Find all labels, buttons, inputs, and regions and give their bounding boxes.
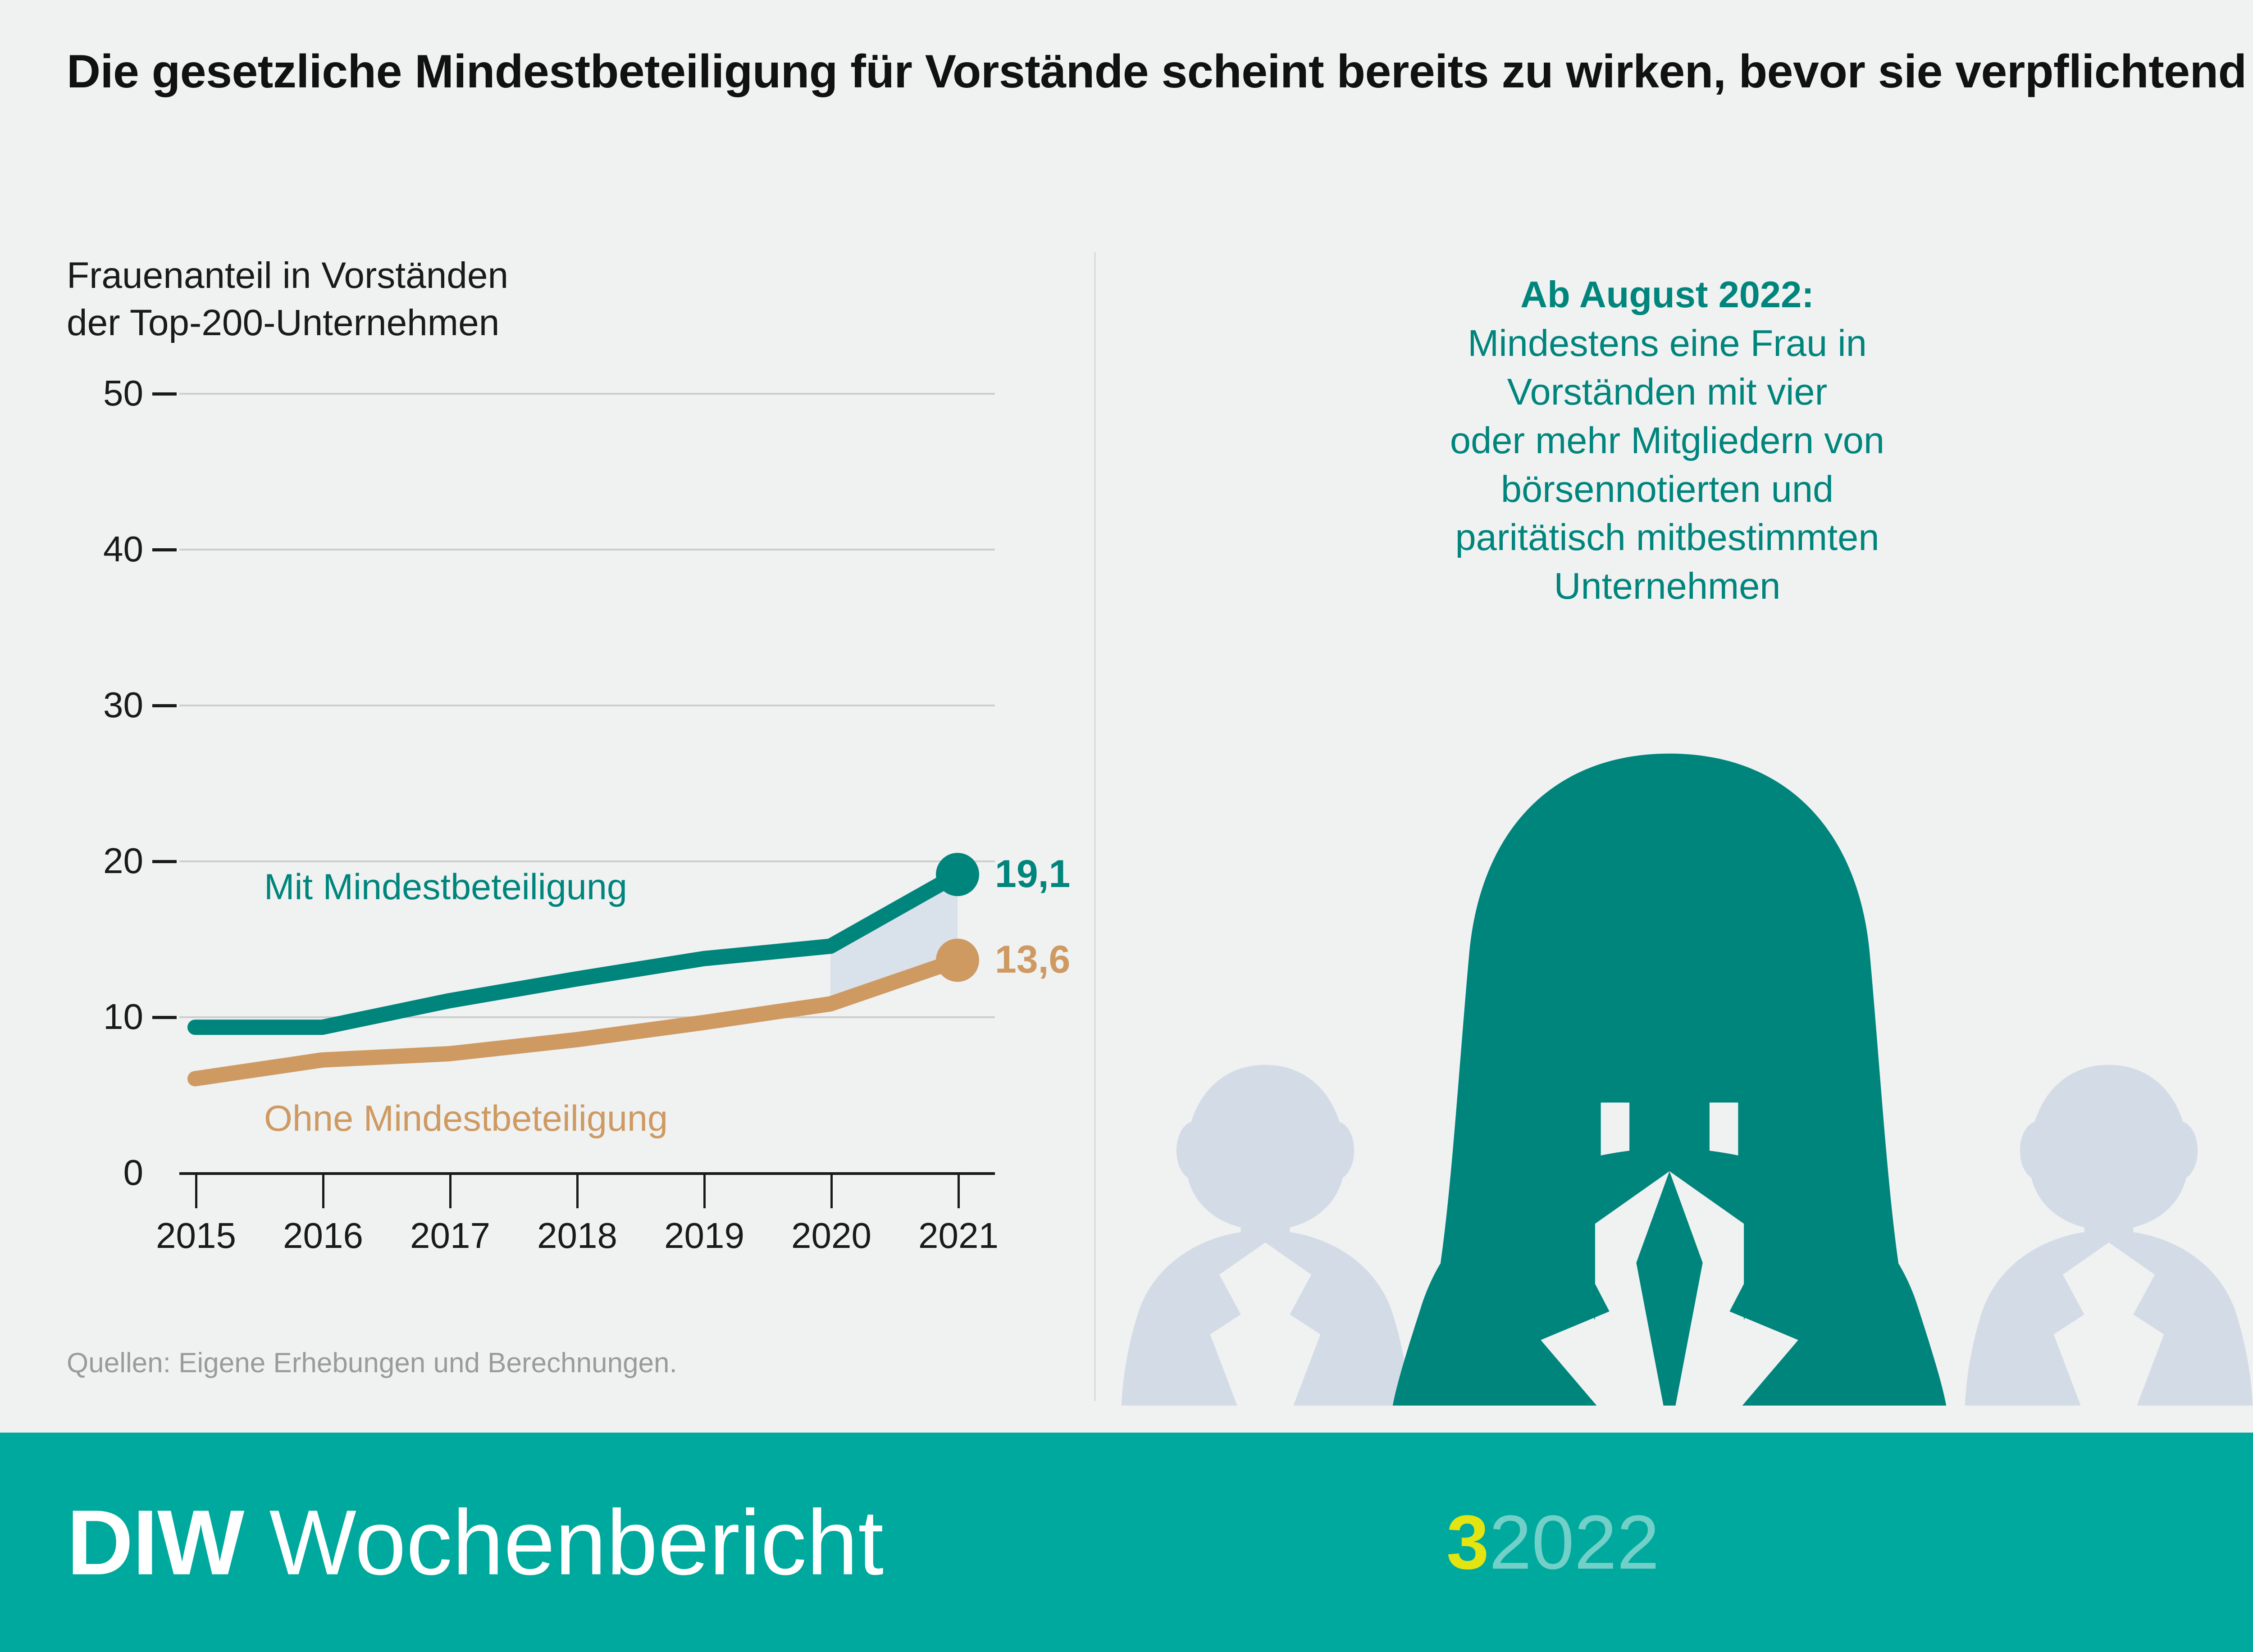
series-endpoint-dot-mit: [936, 853, 979, 897]
center-note-line-1: Ab August 2022:: [1520, 273, 1814, 315]
ytick-30: [152, 704, 177, 707]
chart-plot-area: 50 40 30 20 10 0 2015 2016 2017 2018 201…: [67, 375, 1070, 1278]
series-endpoint-dot-ohne: [936, 938, 979, 982]
ylabel-50: 50: [103, 373, 143, 413]
center-note-line-4: oder mehr Mitgliedern von: [1450, 419, 1885, 461]
center-note-line-5: börsennotierten und: [1500, 468, 1834, 510]
footer-issue-block: 32022: [1446, 1504, 1660, 1581]
series-line-ohne-mindestbeteiligung: [187, 952, 965, 1087]
center-note-line-2: Mindestens eine Frau in: [1468, 322, 1867, 364]
series-label-ohne: Ohne Mindestbeteiligung: [264, 1098, 668, 1139]
xtick-2021: [958, 1175, 960, 1208]
xlabel-2017: 2017: [410, 1215, 490, 1256]
ylabel-30: 30: [103, 685, 143, 725]
silhouette-man-right-1: [1965, 1065, 2253, 1406]
center-note-line-6: paritätisch mitbestimmten: [1455, 516, 1879, 559]
footer-brand-wochenbericht: Wochenbericht: [243, 1491, 884, 1594]
center-note-line-7: Unternehmen: [1554, 565, 1781, 607]
ylabel-20: 20: [103, 841, 143, 881]
xlabel-2021: 2021: [918, 1215, 999, 1256]
footer-bar: DIW Wochenbericht 32022 DIW BERLIN: [0, 1433, 2253, 1652]
page-headline: Die gesetzliche Mindestbeteiligung für V…: [67, 46, 2253, 98]
series-label-mit: Mit Mindestbeteiligung: [264, 867, 627, 907]
xlabel-2020: 2020: [791, 1215, 871, 1256]
chart-title-line-1: Frauenanteil in Vorständen: [67, 255, 509, 296]
gridline-40: [179, 549, 995, 551]
xtick-2017: [449, 1175, 452, 1208]
xtick-2020: [830, 1175, 833, 1208]
gridline-50: [179, 393, 995, 395]
shaded-area-2020-2021: [830, 874, 958, 1004]
endpoint-label-ohne: 13,6: [995, 938, 1071, 981]
ylabel-10: 10: [103, 997, 143, 1037]
xtick-2016: [322, 1175, 324, 1208]
xtick-2018: [576, 1175, 579, 1208]
gridline-30: [179, 705, 995, 706]
xtick-2015: [195, 1175, 197, 1208]
xlabel-2015: 2015: [156, 1215, 236, 1256]
chart-title-line-2: der Top-200-Unternehmen: [67, 302, 500, 343]
gridline-10: [179, 1016, 995, 1018]
ylabel-0: 0: [123, 1152, 144, 1192]
chart-series-svg: [187, 853, 979, 1087]
center-legal-note: Ab August 2022: Mindestens eine Frau in …: [1298, 270, 2037, 610]
panel-divider: [1094, 252, 1096, 1401]
footer-issue-year: 2022: [1489, 1499, 1660, 1585]
silhouette-woman-center: [1392, 753, 1947, 1406]
ytick-40: [152, 548, 177, 551]
ytick-20: [152, 860, 177, 863]
center-note-line-3: Vorständen mit vier: [1507, 370, 1828, 413]
ytick-50: [152, 392, 177, 396]
xlabel-2018: 2018: [537, 1215, 617, 1256]
endpoint-label-mit: 19,1: [995, 852, 1071, 896]
x-axis-line: [179, 1172, 995, 1175]
silhouette-man-left: [1121, 1065, 1409, 1406]
footer-brand-diw: DIW: [67, 1491, 244, 1594]
ylabel-40: 40: [103, 529, 143, 569]
xtick-2019: [703, 1175, 706, 1208]
chart-title: Frauenanteil in Vorständen der Top-200-U…: [67, 252, 788, 347]
chart-panel: Frauenanteil in Vorständen der Top-200-U…: [0, 252, 1095, 1406]
footer-brand: DIW Wochenbericht: [67, 1496, 884, 1588]
series-line-mit-mindestbeteiligung: [187, 867, 965, 1035]
ytick-10: [152, 1016, 177, 1019]
xlabel-2016: 2016: [283, 1215, 363, 1256]
xlabel-2019: 2019: [664, 1215, 744, 1256]
gridline-20: [179, 860, 995, 862]
footer-issue-number: 3: [1446, 1499, 1489, 1585]
chart-source-note: Quellen: Eigene Erhebungen und Berechnun…: [67, 1347, 677, 1379]
